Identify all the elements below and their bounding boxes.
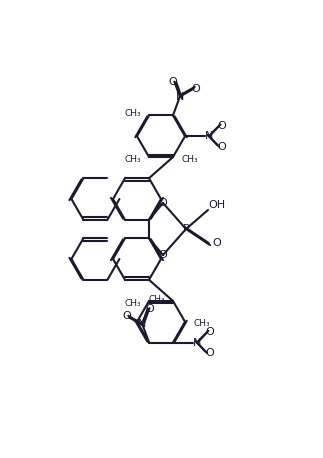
- Text: O: O: [206, 327, 214, 337]
- Text: N: N: [138, 319, 146, 329]
- Text: O: O: [213, 238, 221, 248]
- Text: CH₃: CH₃: [124, 299, 141, 307]
- Text: O: O: [191, 84, 200, 93]
- Text: O: O: [145, 304, 154, 314]
- Text: CH₃: CH₃: [124, 109, 141, 118]
- Text: O: O: [206, 348, 214, 358]
- Text: O: O: [168, 76, 177, 87]
- Text: OH: OH: [208, 200, 225, 210]
- Text: O: O: [218, 121, 226, 131]
- Text: P: P: [182, 224, 189, 234]
- Text: O: O: [159, 198, 167, 208]
- Text: CH₃: CH₃: [148, 294, 165, 304]
- Text: CH₃: CH₃: [124, 154, 141, 164]
- Text: O: O: [122, 311, 131, 321]
- Text: O: O: [218, 142, 226, 152]
- Text: N: N: [176, 92, 184, 102]
- Text: O: O: [159, 250, 167, 260]
- Text: N: N: [205, 131, 213, 141]
- Text: N: N: [193, 338, 201, 348]
- Text: CH₃: CH₃: [181, 154, 198, 164]
- Text: CH₃: CH₃: [193, 319, 210, 328]
